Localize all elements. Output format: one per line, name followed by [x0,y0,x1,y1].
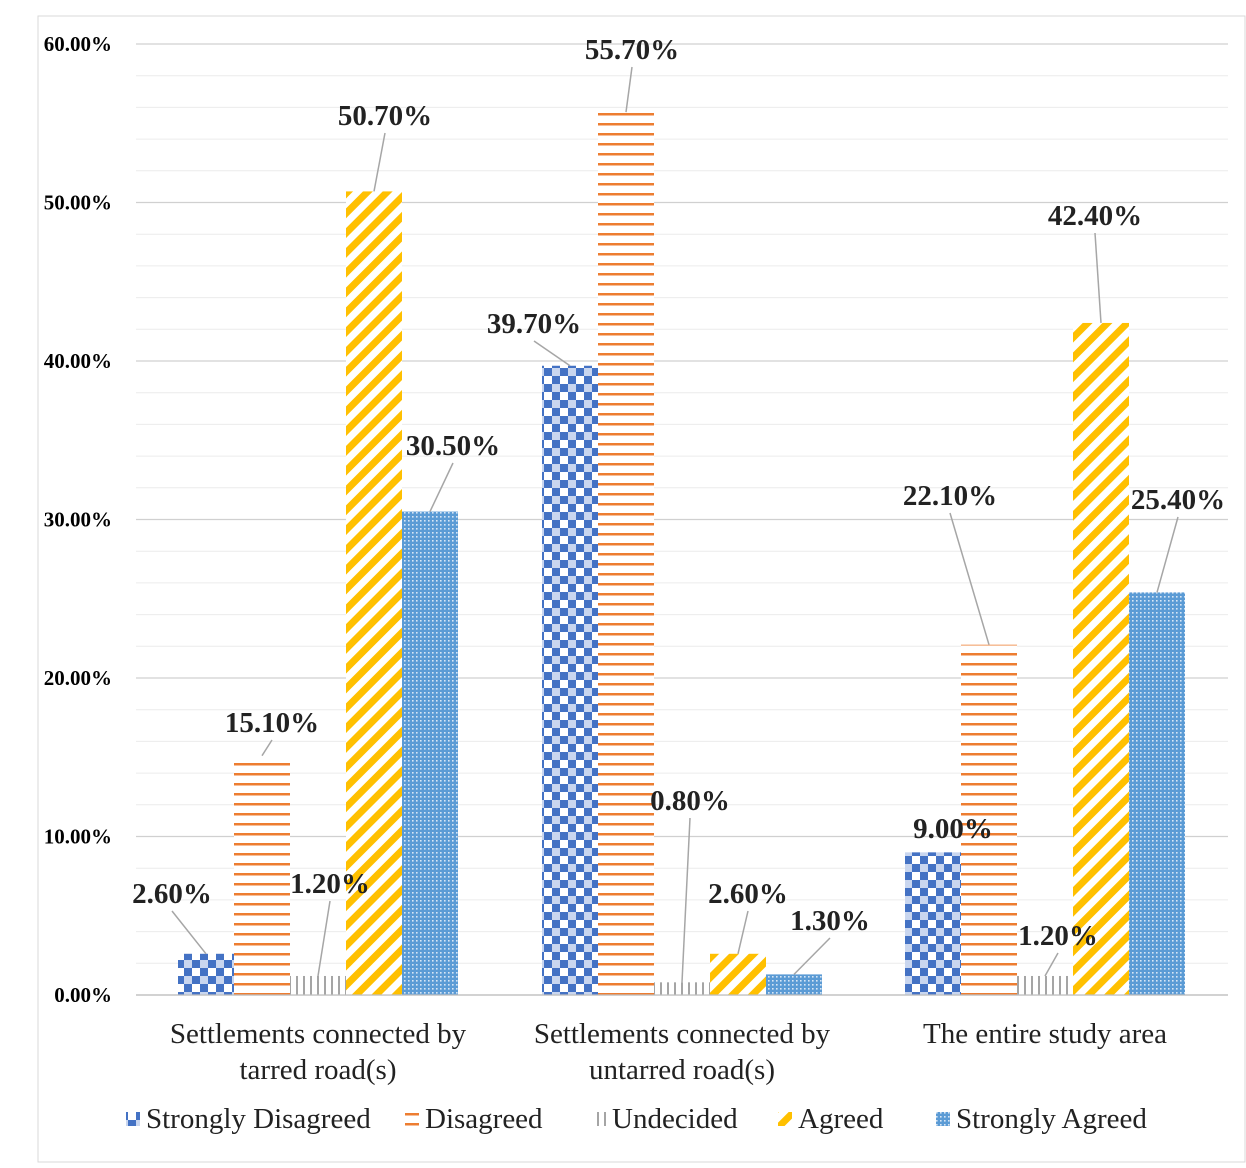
bar-undecided [290,975,346,995]
data-label: 30.50% [406,430,500,462]
legend-label: Disagreed [425,1103,543,1135]
data-label: 25.40% [1131,484,1225,516]
data-label: 50.70% [338,100,432,132]
leader-line [533,340,571,367]
x-tick-label: Settlements connected by [534,1018,831,1050]
bar-disagreed [961,644,1017,995]
data-label: 1.20% [290,868,370,900]
legend-label: Strongly Agreed [956,1103,1147,1135]
data-label: 39.70% [487,308,581,340]
y-tick-label: 20.00% [44,666,112,690]
data-label: 55.70% [585,34,679,66]
bar-strongly-disagreed [178,953,234,995]
y-tick-label: 60.00% [44,32,112,56]
data-label: 1.30% [790,905,870,937]
x-tick-label: The entire study area [923,1018,1167,1050]
legend-swatch [592,1112,606,1126]
legend-label: Undecided [612,1103,738,1135]
leader-line [429,462,454,512]
chart-border [37,15,1246,1163]
legend-label: Agreed [798,1103,884,1135]
x-tick-label: Settlements connected by [170,1018,467,1050]
bar-agreed [1073,322,1129,996]
data-label: 9.00% [913,813,993,845]
data-label: 2.60% [132,878,212,910]
data-label: 22.10% [903,480,997,512]
legend-swatch [126,1112,140,1126]
leader-line [1156,516,1179,593]
y-tick-label: 10.00% [44,825,112,849]
y-tick-label: 30.00% [44,508,112,532]
bar-undecided [1017,975,1073,995]
bar-strongly-agreed [1129,592,1185,995]
bars [178,112,1185,996]
leader-line [949,512,990,645]
leader-line [317,900,331,977]
bar-strongly-agreed [402,511,458,995]
data-label: 15.10% [225,707,319,739]
legend-swatch [405,1112,419,1126]
legend: Strongly Disagreed Disagreed Undecided Agre… [126,1103,1147,1135]
leader-line [737,910,749,954]
y-tick-label: 0.00% [54,983,112,1007]
bar-undecided [654,982,710,995]
data-labels: 2.60% 39.70% 9.00% 15.10% 55.70% 22.10% 1.20% 0… [132,34,1225,952]
leader-line [1044,952,1059,977]
data-label: 42.40% [1048,200,1142,232]
leader-line [1094,232,1102,324]
gridlines [136,43,1228,996]
leader-line [373,132,386,192]
data-label: 1.20% [1018,920,1098,952]
x-axis: Settlements connected by tarred road(s) Se… [136,994,1228,1086]
bar-disagreed [234,755,290,995]
data-label: 2.60% [708,878,788,910]
data-label: 0.80% [650,785,730,817]
leader-line [681,817,691,983]
x-tick-label: tarred road(s) [240,1054,397,1086]
y-tick-label: 50.00% [44,191,112,215]
bar-agreed [346,191,402,995]
bar-strongly-disagreed [905,852,961,995]
legend-swatch [936,1112,950,1126]
bar-strongly-disagreed [542,365,598,995]
leader-line [625,66,633,113]
bar-disagreed [598,112,654,995]
bar-strongly-agreed [766,974,822,995]
legend-label: Strongly Disagreed [146,1103,371,1135]
leader-lines [171,66,1179,983]
leader-line [171,910,207,955]
leader-line [261,739,273,757]
y-axis: 0.00% 10.00% 20.00% 30.00% 40.00% 50.00% 60.00… [44,32,112,1007]
legend-swatch [778,1112,792,1126]
y-tick-label: 40.00% [44,349,112,373]
leader-line [793,937,831,975]
x-tick-label: untarred road(s) [589,1054,775,1086]
bar-agreed [710,953,766,995]
